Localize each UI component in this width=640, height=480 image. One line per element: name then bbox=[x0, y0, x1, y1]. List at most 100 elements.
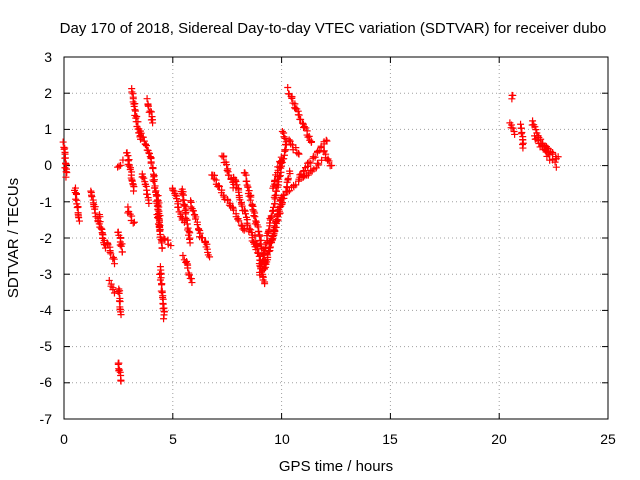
data-point bbox=[233, 181, 241, 189]
data-point bbox=[129, 219, 137, 227]
data-point bbox=[139, 133, 147, 141]
data-point bbox=[88, 193, 96, 201]
data-point bbox=[509, 91, 517, 99]
data-point bbox=[269, 203, 277, 211]
data-point bbox=[119, 156, 127, 164]
data-point bbox=[239, 225, 247, 233]
data-point bbox=[215, 182, 223, 190]
data-point bbox=[268, 232, 276, 240]
data-point bbox=[193, 221, 201, 229]
data-point bbox=[219, 153, 227, 161]
data-point bbox=[532, 126, 540, 134]
data-point bbox=[106, 247, 114, 255]
data-point bbox=[251, 213, 259, 221]
data-point bbox=[146, 107, 154, 115]
data-point bbox=[278, 128, 286, 136]
x-tick-label: 5 bbox=[169, 431, 177, 447]
grid-lines bbox=[63, 56, 609, 420]
data-point bbox=[237, 221, 245, 229]
data-point bbox=[313, 159, 321, 167]
data-point bbox=[60, 145, 68, 153]
data-point bbox=[183, 220, 191, 228]
data-point bbox=[552, 163, 560, 171]
data-point bbox=[115, 162, 123, 170]
data-point bbox=[72, 195, 80, 203]
data-point bbox=[276, 172, 284, 180]
data-points bbox=[59, 84, 562, 385]
data-point bbox=[61, 164, 69, 172]
data-point bbox=[242, 177, 250, 185]
data-point bbox=[288, 94, 296, 102]
chart-title: Day 170 of 2018, Sidereal Day-to-day VTE… bbox=[60, 20, 607, 37]
data-point bbox=[151, 184, 159, 192]
data-point bbox=[295, 150, 303, 158]
data-point bbox=[145, 199, 153, 207]
tick-marks bbox=[63, 56, 609, 420]
y-tick-label: 3 bbox=[44, 49, 52, 65]
data-point bbox=[225, 171, 233, 179]
data-point bbox=[296, 171, 304, 179]
data-point bbox=[244, 183, 252, 191]
data-point bbox=[139, 173, 147, 181]
data-point bbox=[259, 257, 267, 265]
data-point bbox=[130, 187, 138, 195]
data-point bbox=[305, 158, 313, 166]
data-point bbox=[544, 144, 552, 152]
data-point bbox=[551, 158, 559, 166]
data-point bbox=[115, 367, 123, 375]
y-tick-label: -7 bbox=[40, 411, 53, 427]
y-tick-label: 1 bbox=[44, 121, 52, 137]
data-point bbox=[134, 118, 142, 126]
data-point bbox=[118, 248, 126, 256]
data-point bbox=[223, 195, 231, 203]
data-point bbox=[117, 161, 125, 169]
data-point bbox=[519, 144, 527, 152]
data-point bbox=[117, 242, 125, 250]
data-point bbox=[242, 210, 250, 218]
data-point bbox=[518, 128, 526, 136]
data-point bbox=[186, 239, 194, 247]
y-tick-label: -4 bbox=[40, 302, 53, 318]
data-point bbox=[171, 191, 179, 199]
data-point bbox=[130, 218, 138, 226]
data-point bbox=[150, 177, 158, 185]
data-point bbox=[240, 226, 248, 234]
data-point bbox=[256, 268, 264, 276]
data-point bbox=[325, 157, 333, 165]
data-point bbox=[198, 234, 206, 242]
y-tick-label: 0 bbox=[44, 157, 52, 173]
data-point bbox=[189, 207, 197, 215]
y-tick-label: -5 bbox=[40, 338, 53, 354]
data-point bbox=[271, 176, 279, 184]
data-point bbox=[160, 315, 168, 323]
data-point bbox=[146, 149, 154, 157]
data-point bbox=[315, 161, 323, 169]
data-point bbox=[187, 203, 195, 211]
data-point bbox=[117, 377, 125, 385]
data-point bbox=[232, 177, 240, 185]
data-point bbox=[292, 181, 300, 189]
data-point bbox=[194, 226, 202, 234]
data-point bbox=[249, 206, 257, 214]
data-point bbox=[230, 206, 238, 214]
data-point bbox=[534, 136, 542, 144]
data-point bbox=[284, 188, 292, 196]
data-point bbox=[240, 206, 248, 214]
data-point bbox=[311, 153, 319, 161]
data-point bbox=[284, 174, 292, 182]
data-point bbox=[235, 217, 243, 225]
data-point bbox=[97, 224, 105, 232]
data-point bbox=[245, 192, 253, 200]
data-point bbox=[128, 88, 136, 96]
data-point bbox=[246, 196, 254, 204]
data-point bbox=[137, 129, 145, 137]
data-point bbox=[320, 147, 328, 155]
data-point bbox=[72, 190, 80, 198]
data-point bbox=[276, 164, 284, 172]
data-point bbox=[266, 243, 274, 251]
y-tick-label: -6 bbox=[40, 374, 53, 390]
data-point bbox=[111, 260, 119, 268]
data-point bbox=[182, 214, 190, 222]
x-tick-label: 20 bbox=[491, 431, 507, 447]
